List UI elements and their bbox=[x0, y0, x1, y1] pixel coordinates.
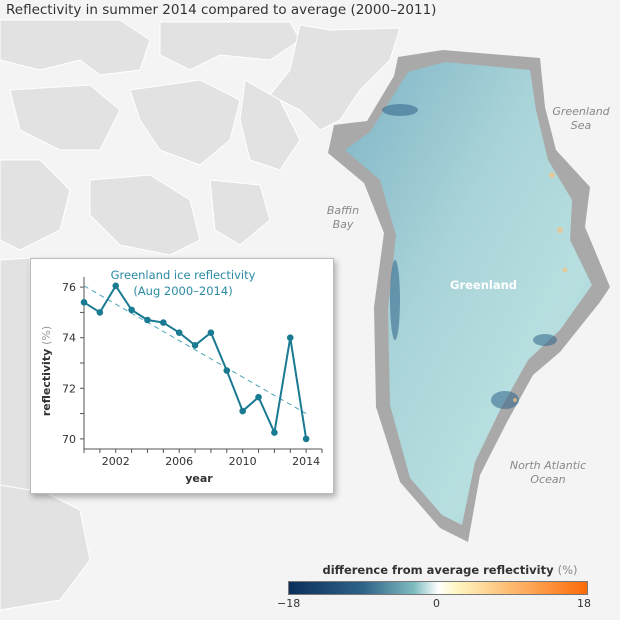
data-point bbox=[128, 306, 135, 314]
chart-title-line2: (Aug 2000–2014) bbox=[133, 284, 232, 298]
label-greenland-sea: Greenland Sea bbox=[548, 105, 614, 133]
map-title: Reflectivity in summer 2014 compared to … bbox=[6, 2, 437, 18]
ice-melt-patches bbox=[382, 104, 557, 409]
data-point bbox=[96, 309, 104, 316]
legend-title-text: difference from average reflectivity bbox=[322, 563, 554, 577]
reflectivity-chart: Greenland ice reflectivity (Aug 2000–201… bbox=[40, 268, 323, 485]
trend-line bbox=[83, 285, 307, 415]
data-point bbox=[255, 393, 262, 401]
x-tick-label: 2006 bbox=[165, 455, 193, 468]
y-tick-label: 74 bbox=[62, 332, 76, 345]
label-line: Greenland bbox=[552, 105, 610, 118]
ylabel-text: reflectivity bbox=[40, 349, 53, 416]
ylabel-unit: (%) bbox=[40, 326, 53, 345]
label-north-atlantic: North Atlantic Ocean bbox=[498, 459, 598, 487]
data-point bbox=[271, 429, 278, 436]
label-line: Baffin bbox=[326, 204, 360, 217]
data-point bbox=[191, 341, 199, 349]
color-scale-bar bbox=[288, 581, 588, 595]
data-point bbox=[80, 298, 88, 306]
greenland-ice-sheet bbox=[345, 62, 592, 525]
chart-ylabel: reflectivity (%) bbox=[40, 326, 53, 416]
data-point bbox=[223, 367, 231, 374]
label-line: Sea bbox=[570, 119, 592, 132]
data-point bbox=[160, 319, 167, 326]
data-point bbox=[207, 329, 215, 336]
x-tick-label: 2010 bbox=[229, 455, 257, 468]
data-point bbox=[112, 282, 120, 290]
x-tick-label: 2002 bbox=[102, 455, 130, 468]
legend-max-label: 18 bbox=[577, 597, 591, 610]
ice-bright-patches bbox=[513, 172, 568, 402]
legend-title: difference from average reflectivity (%) bbox=[300, 563, 600, 577]
reflectivity-chart-inset: Greenland ice reflectivity (Aug 2000–201… bbox=[30, 258, 334, 494]
chart-xlabel: year bbox=[185, 472, 213, 485]
legend-mid-label: 0 bbox=[433, 597, 440, 610]
label-line: North Atlantic bbox=[509, 459, 587, 472]
data-point bbox=[286, 334, 294, 342]
legend-min-label: −18 bbox=[277, 597, 301, 610]
label-line: Ocean bbox=[530, 473, 566, 486]
series-line bbox=[83, 283, 308, 440]
data-point bbox=[239, 407, 246, 415]
label-greenland: Greenland bbox=[450, 278, 518, 292]
data-point bbox=[175, 329, 183, 336]
y-tick-label: 76 bbox=[62, 281, 76, 294]
data-point bbox=[302, 435, 310, 443]
data-point bbox=[144, 316, 151, 324]
label-line: Bay bbox=[332, 218, 354, 231]
canadian-arctic-land bbox=[0, 19, 401, 611]
chart-title-line1: Greenland ice reflectivity bbox=[111, 268, 256, 282]
y-tick-label: 72 bbox=[62, 382, 76, 395]
y-tick-label: 70 bbox=[62, 433, 76, 446]
x-tick-label: 2014 bbox=[292, 455, 320, 468]
label-baffin-bay: Baffin Bay bbox=[318, 204, 368, 232]
legend-unit: (%) bbox=[557, 563, 578, 577]
